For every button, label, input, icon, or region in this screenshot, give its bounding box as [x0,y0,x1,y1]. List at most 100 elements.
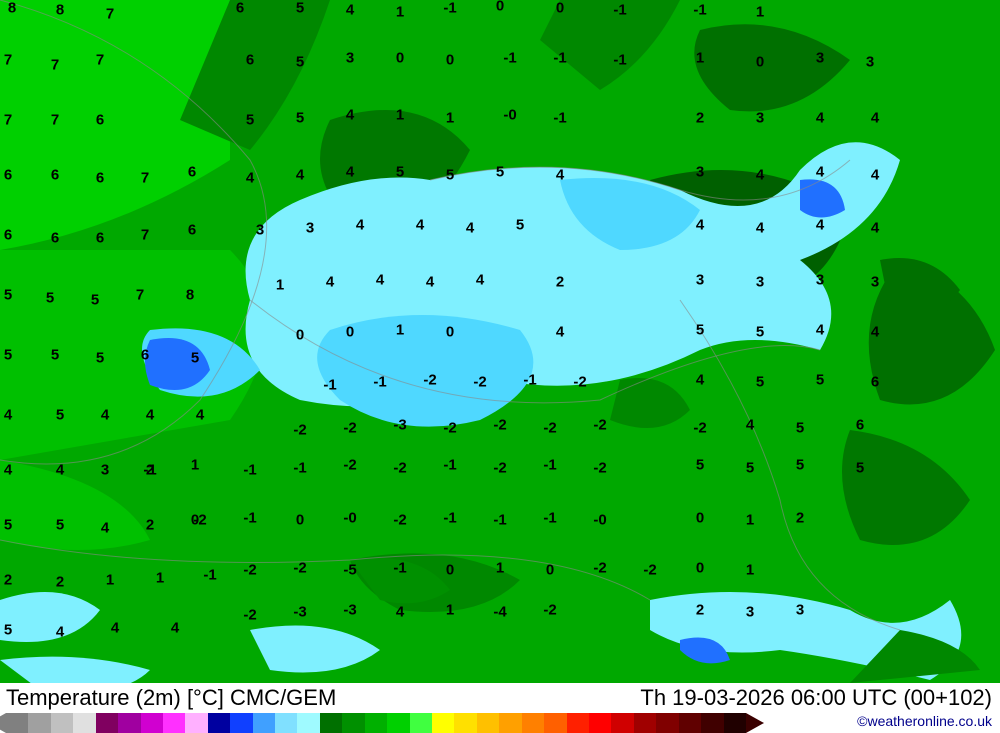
temperature-value-label: 7 [4,53,12,68]
temperature-value-label: 4 [326,275,334,290]
temperature-value-label: 0 [346,325,354,340]
temperature-value-label: -2 [593,418,606,433]
temperature-value-label: 4 [871,221,879,236]
temperature-value-label: 5 [51,348,59,363]
temperature-value-label: 6 [246,53,254,68]
temperature-value-label: 3 [346,51,354,66]
temperature-value-label: 6 [96,231,104,246]
temperature-value-label: 4 [246,171,254,186]
temperature-contour-map: 8 8 7 7 7 7 7 7 6 6 6 6 7 6 6 6 6 7 6 5 5 5 7 8 5 5 5 6 5 4 5 4 4 4 4 4 3 2 1 5… [0,0,1000,683]
temperature-value-label: 4 [466,221,474,236]
temperature-value-label: 7 [141,171,149,186]
temperature-value-label: 5 [796,458,804,473]
colorbar-segment [141,713,163,733]
colorbar-segment [342,713,364,733]
temperature-value-label: 5 [296,111,304,126]
temperature-value-label: 1 [496,561,504,576]
temperature-value-label: -2 [573,375,586,390]
temperature-value-label: 4 [56,463,64,478]
colorbar-arrow-high [746,713,764,733]
colorbar-segment [522,713,544,733]
colorbar-segment [410,713,432,733]
temperature-value-label: 4 [816,111,824,126]
temperature-value-label: -2 [243,563,256,578]
temperature-value-label: 5 [746,461,754,476]
temperature-value-label: 2 [696,603,704,618]
temperature-value-label: -1 [143,463,156,478]
temperature-value-label: 4 [871,111,879,126]
temperature-value-label: 5 [516,218,524,233]
temperature-value-label: 6 [871,375,879,390]
temperature-value-label: 0 [496,0,504,14]
temperature-value-label: 1 [156,571,164,586]
temperature-value-label: -1 [553,51,566,66]
temperature-value-label: 8 [8,1,16,16]
temperature-value-label: 4 [871,325,879,340]
temperature-value-label: 4 [696,373,704,388]
legend-bar: Temperature (2m) [°C] CMC/GEM Th 19-03-2… [0,683,1000,733]
temperature-value-label: 7 [136,288,144,303]
temperature-value-label: 3 [696,165,704,180]
temperature-value-label: 5 [856,461,864,476]
colorbar-segment [589,713,611,733]
temperature-value-label: 4 [196,408,204,423]
temperature-value-label: -1 [323,378,336,393]
temperature-value-label: 5 [246,113,254,128]
temperature-value-label: -1 [443,458,456,473]
temperature-value-label: -2 [423,373,436,388]
colorbar-segment [297,713,319,733]
temperature-value-label: -3 [293,605,306,620]
temperature-value-label: 4 [101,521,109,536]
temperature-value-label: -1 [493,513,506,528]
temperature-value-label: 4 [346,108,354,123]
colorbar-segment [230,713,252,733]
temperature-value-label: 4 [111,621,119,636]
temperature-value-label: 4 [4,463,12,478]
temperature-value-label: -1 [243,511,256,526]
temperature-value-label: -3 [343,603,356,618]
colorbar-segment [499,713,521,733]
temperature-value-label: -1 [373,375,386,390]
colorbar-segment [634,713,656,733]
colorbar-segment [701,713,723,733]
temperature-value-label: 3 [756,111,764,126]
temperature-value-label: -3 [393,418,406,433]
colorbar-segment [208,713,230,733]
temperature-value-label: 5 [4,623,12,638]
temperature-value-label: -2 [693,421,706,436]
temperature-value-label: 5 [696,323,704,338]
temperature-value-label: -0 [503,108,516,123]
temperature-value-label: -5 [343,563,356,578]
temperature-value-label: 0 [396,51,404,66]
temperature-value-label: 7 [4,113,12,128]
temperature-value-label: 2 [696,111,704,126]
temperature-value-label: 4 [376,273,384,288]
temperature-value-label: 1 [746,513,754,528]
temperature-value-label: 1 [396,323,404,338]
colorbar-segment [724,713,746,733]
colorbar-segment [275,713,297,733]
temperature-value-label: 5 [56,518,64,533]
temperature-value-label: 5 [296,1,304,16]
temperature-value-label: 5 [96,351,104,366]
temperature-value-label: 7 [96,53,104,68]
temperature-value-label: -1 [203,568,216,583]
temperature-value-label: 0 [446,53,454,68]
colorbar-segment [28,713,50,733]
temperature-value-label: 1 [396,5,404,20]
temperature-value-label: -1 [553,111,566,126]
temperature-value-label: 4 [746,418,754,433]
temperature-value-label: 0 [696,561,704,576]
temperature-value-label: 0 [296,513,304,528]
temperature-value-label: 3 [796,603,804,618]
temperature-value-label: 4 [556,168,564,183]
temperature-value-label: -1 [693,3,706,18]
temperature-value-label: 8 [56,3,64,18]
temperature-value-label: 4 [146,408,154,423]
temperature-value-label: 3 [696,273,704,288]
colorbar-segment [432,713,454,733]
temperature-value-label: -1 [443,511,456,526]
temperature-value-label: -2 [293,423,306,438]
colorbar-segment [611,713,633,733]
temperature-value-label: 4 [296,168,304,183]
